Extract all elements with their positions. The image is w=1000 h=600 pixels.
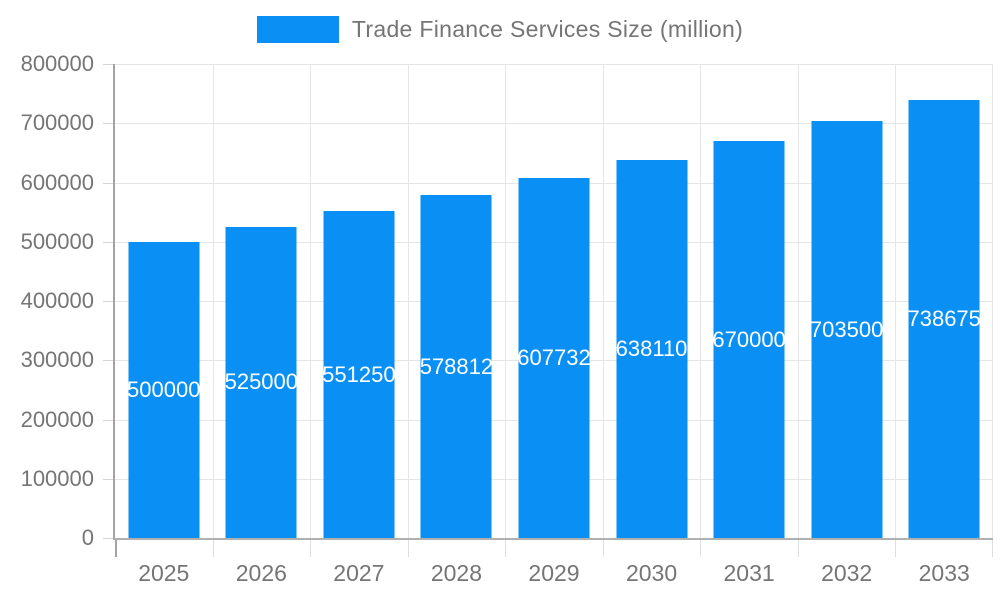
bar-value-label: 500000 (128, 376, 200, 402)
y-tick-mark (103, 64, 113, 65)
bar-value-label: 551250 (323, 361, 395, 387)
plot-area: 0 100000 200000 300000 400000 500000 600000 700… (21, 51, 993, 586)
h-gridline (115, 123, 993, 125)
y-tick-mark (103, 478, 113, 480)
bar-slot: 551250 2027 (310, 64, 408, 586)
bar[interactable]: 670000 (713, 141, 785, 538)
legend-label: Trade Finance Services Size (million) (351, 16, 744, 42)
bar[interactable]: 551250 (323, 211, 395, 538)
bar-slot: 738675 2033 (895, 64, 993, 586)
x-tick-label: 2031 (723, 560, 775, 586)
v-gridline (700, 64, 702, 538)
y-tick-label: 800000 (20, 51, 94, 76)
v-gridline (407, 64, 409, 538)
x-tick-mark (700, 540, 702, 557)
x-tick-mark (310, 540, 312, 557)
y-tick-label: 700000 (20, 110, 94, 136)
bar-value-label: 607732 (518, 344, 590, 370)
x-tick-label: 2026 (235, 560, 287, 586)
bar-value-label: 670000 (713, 326, 785, 352)
bar[interactable]: 738675 (908, 100, 980, 538)
y-tick-mark (103, 538, 113, 539)
x-tick-mark (505, 540, 507, 557)
x-tick-label: 2027 (333, 560, 385, 586)
v-gridline (212, 64, 214, 538)
v-gridline (895, 64, 897, 538)
x-tick-label: 2025 (138, 560, 190, 586)
bar[interactable]: 578812 (420, 195, 492, 538)
x-tick-mark (797, 540, 799, 557)
x-tick-label: 2029 (528, 560, 580, 586)
y-tick-label: 100000 (20, 465, 94, 491)
bar-slot: 500000 2025 (115, 64, 213, 586)
h-gridline (115, 64, 993, 65)
v-gridline (797, 64, 799, 538)
bar-value-label: 703500 (811, 316, 883, 342)
bar-slot: 670000 2031 (700, 64, 798, 586)
bar[interactable]: 703500 (811, 121, 883, 538)
y-tick-mark (103, 241, 113, 243)
y-tick-mark (103, 123, 113, 125)
x-tick-mark (602, 540, 604, 557)
y-tick-label: 400000 (20, 288, 94, 313)
bar-value-label: 525000 (225, 369, 297, 395)
bar-value-label: 638110 (616, 335, 688, 361)
bar-value-label: 738675 (908, 306, 980, 332)
y-tick-mark (103, 301, 113, 302)
legend[interactable]: Trade Finance Services Size (million) (0, 16, 1000, 43)
x-tick-mark (992, 540, 993, 557)
x-tick-label: 2030 (625, 560, 678, 586)
bar[interactable]: 525000 (225, 226, 297, 538)
x-tick-mark (212, 540, 214, 557)
legend-swatch[interactable] (256, 16, 339, 43)
bar[interactable]: 500000 (128, 241, 200, 538)
x-tick-label: 2032 (821, 560, 873, 586)
x-tick-mark-axis (115, 540, 117, 557)
y-tick-mark (103, 360, 113, 362)
y-tick-label: 300000 (20, 347, 94, 373)
bar[interactable]: 607732 (518, 177, 590, 538)
y-tick-mark (103, 419, 113, 421)
v-gridline (992, 64, 993, 538)
x-tick-mark (407, 540, 409, 557)
bar-slot: 703500 2032 (798, 64, 896, 586)
bar-slot: 638110 2030 (603, 64, 701, 586)
x-tick-label: 2033 (918, 560, 970, 586)
bar-slot: 607732 2029 (505, 64, 603, 586)
y-tick-label: 0 (81, 525, 94, 550)
bar-value-label: 578812 (420, 353, 492, 379)
bar-slot: 578812 2028 (408, 64, 506, 586)
y-tick-label: 600000 (20, 169, 94, 195)
y-tick-mark (103, 182, 113, 184)
bar-slot: 525000 2026 (213, 64, 311, 586)
y-tick-label: 200000 (20, 406, 94, 432)
bar[interactable]: 638110 (616, 159, 688, 538)
v-gridline (602, 64, 604, 538)
v-gridline (505, 64, 507, 538)
x-tick-mark (895, 540, 897, 557)
v-gridline (310, 64, 312, 538)
y-tick-label: 500000 (20, 228, 94, 254)
x-tick-label: 2028 (430, 560, 483, 586)
